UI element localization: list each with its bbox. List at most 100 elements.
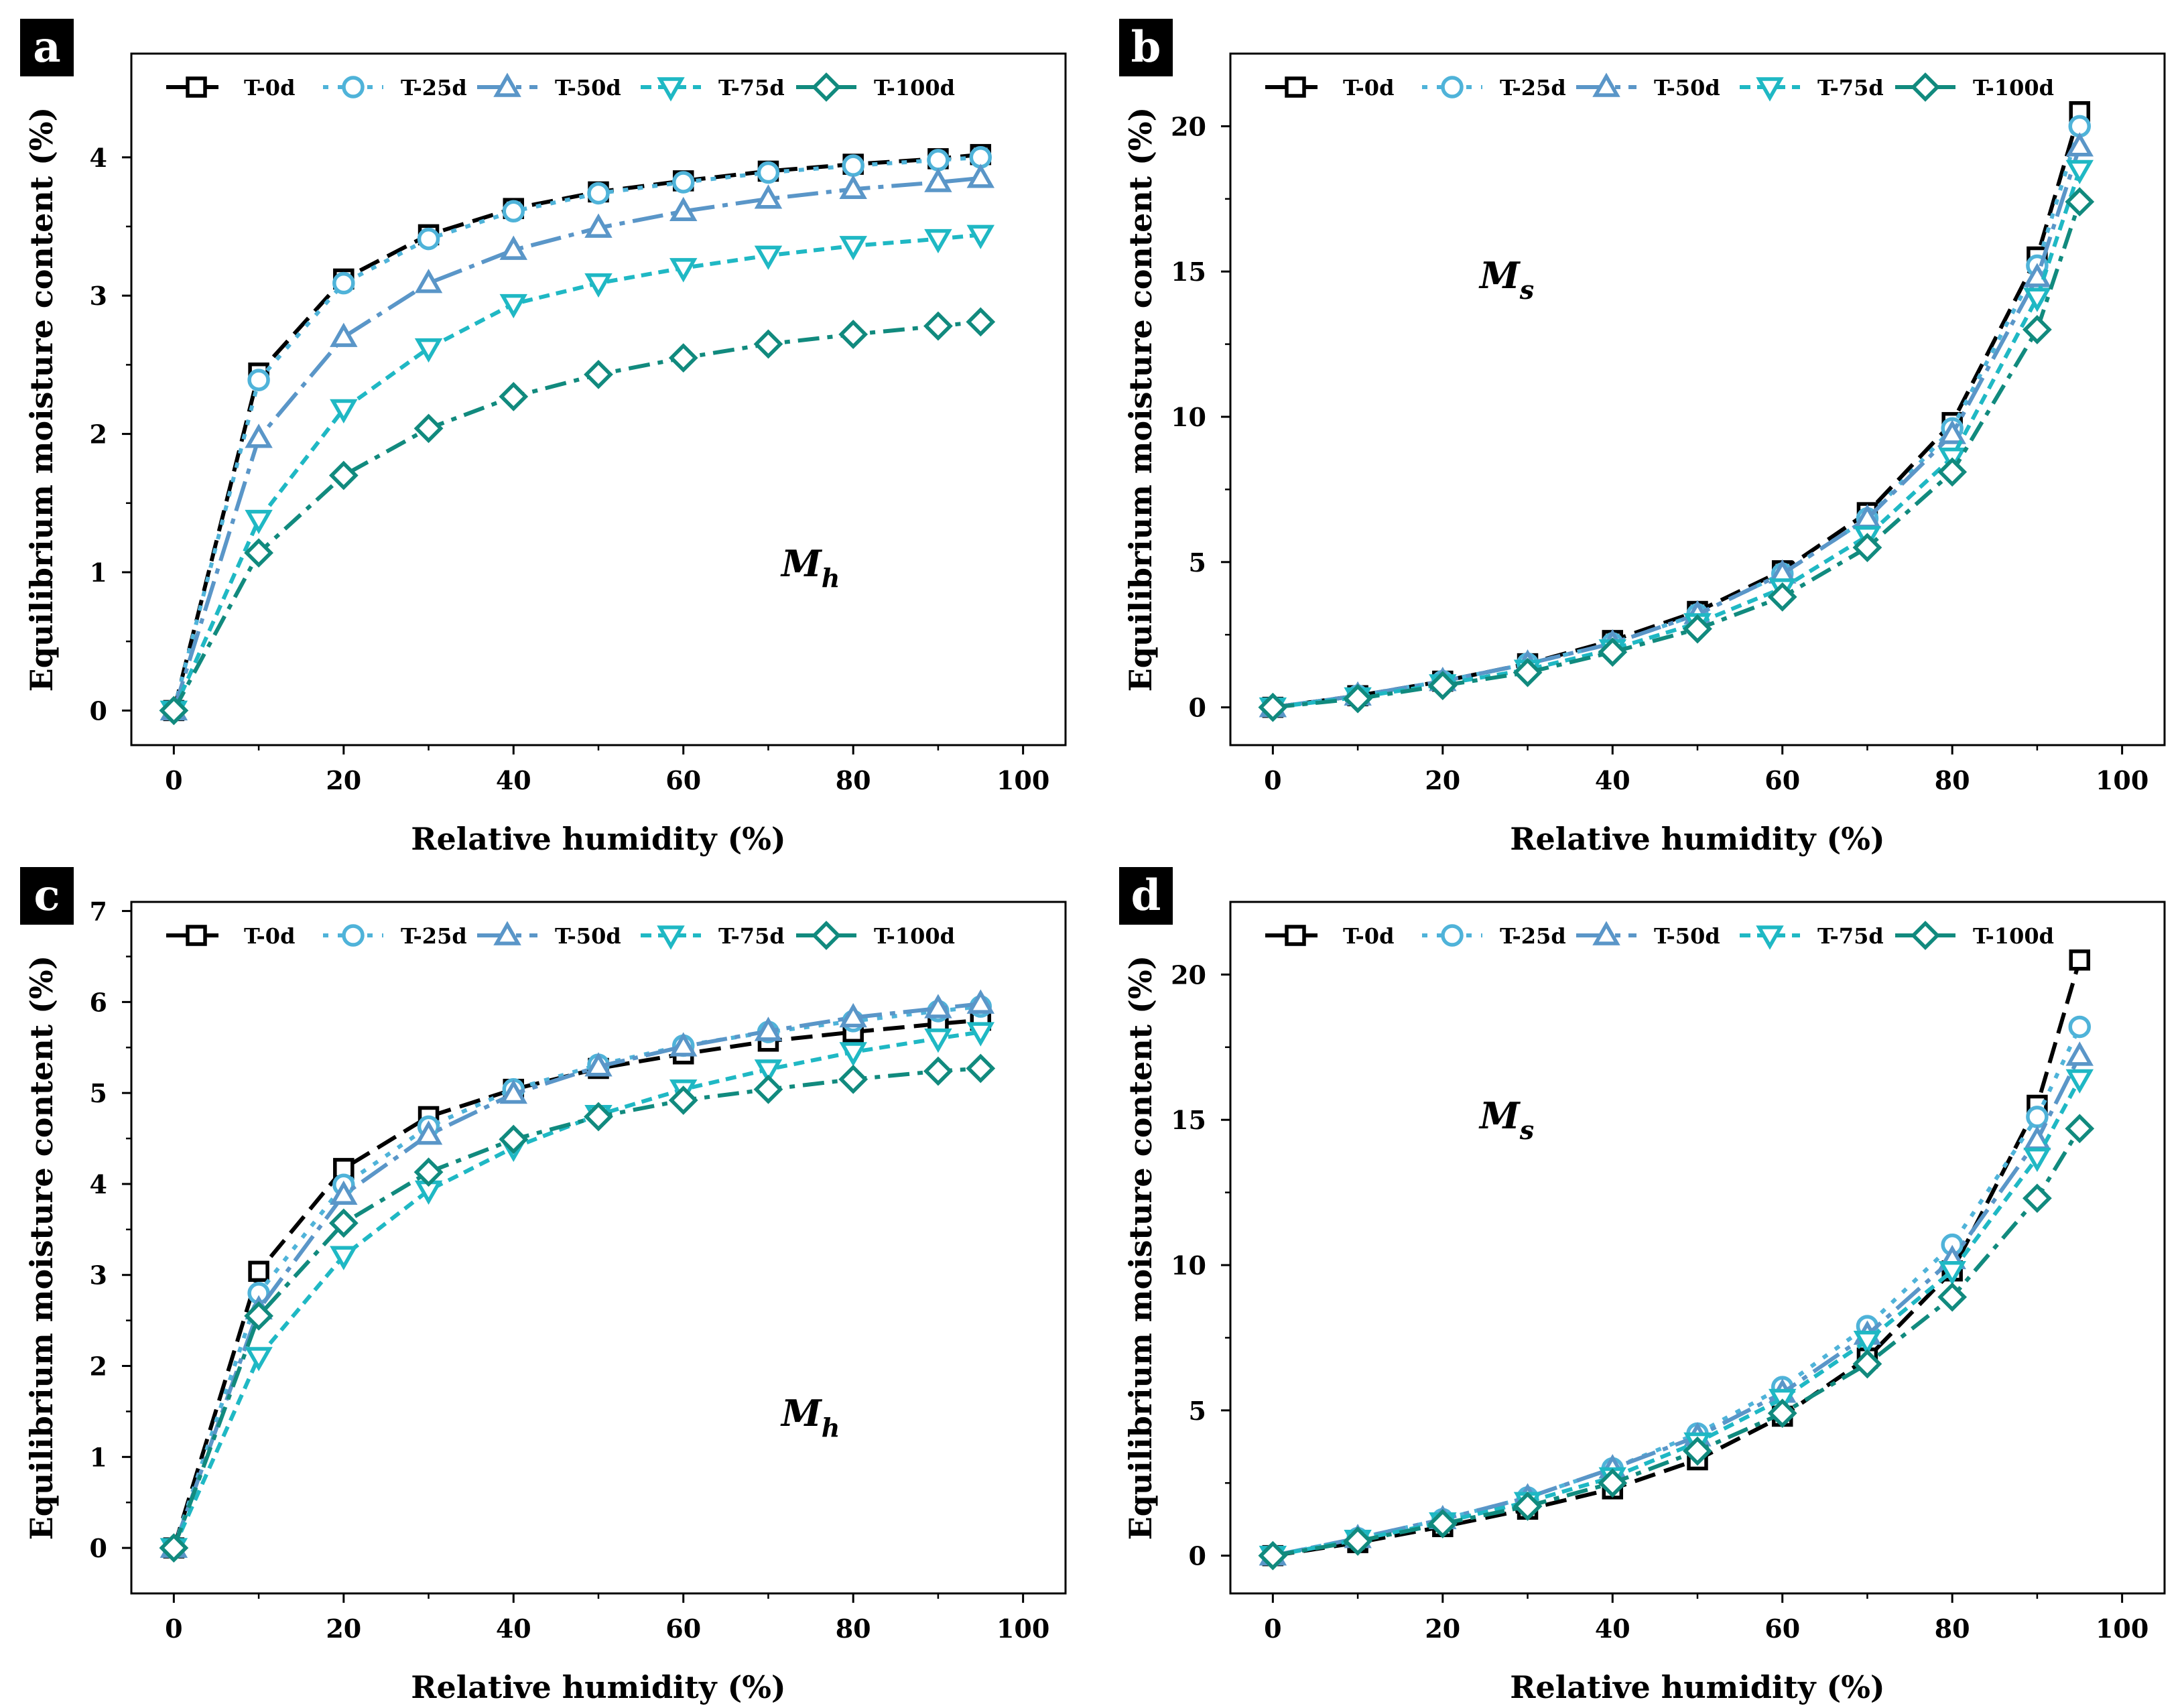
- data-point-T-100d: [1258, 692, 1288, 722]
- legend: T-0d T-25d T-50d T-75d T-100d: [166, 72, 955, 102]
- data-point-T-75d: [754, 1059, 783, 1084]
- legend-marker-T-75d: [1756, 77, 1784, 102]
- data-point-T-100d: [1683, 614, 1712, 644]
- data-point-T-75d: [924, 1028, 952, 1053]
- x-tick-label: 80: [1935, 1614, 1970, 1644]
- data-point-T-100d: [244, 1301, 273, 1331]
- y-axis-title: Equilibrium moisture content (%): [23, 107, 60, 692]
- legend-label-T-100d: T-100d: [1973, 923, 2054, 949]
- data-point-T-100d: [159, 696, 189, 726]
- y-axis-title: Equilibrium moisture content (%): [23, 956, 60, 1540]
- series-line-T-75d: [172, 1030, 981, 1549]
- y-tick-label: 2: [90, 419, 107, 450]
- x-tick-label: 40: [1595, 1614, 1630, 1644]
- series-line-T-100d: [172, 1066, 981, 1549]
- legend: T-0d T-25d T-50d T-75d T-100d: [166, 921, 955, 950]
- data-point-T-100d: [1598, 637, 1628, 667]
- data-point-T-100d: [1513, 657, 1543, 687]
- data-point-T-75d: [414, 338, 443, 363]
- data-point-T-100d: [584, 1102, 613, 1132]
- x-tick-label: 60: [665, 765, 701, 795]
- legend-label-T-0d: T-0d: [244, 923, 295, 949]
- data-point-T-50d: [966, 989, 995, 1014]
- legend-label-T-50d: T-50d: [555, 75, 621, 101]
- legend-marker-T-50d: [1592, 72, 1620, 97]
- data-point-T-50d: [330, 1180, 358, 1205]
- y-tick-label: 20: [1171, 111, 1206, 141]
- y-tick-label: 4: [90, 143, 107, 173]
- data-point-T-50d: [584, 1052, 613, 1077]
- data-point-T-100d: [1258, 1540, 1288, 1571]
- annotation: Mh: [780, 542, 840, 593]
- legend-label-T-100d: T-100d: [874, 75, 955, 101]
- data-point-T-100d: [2022, 1183, 2052, 1213]
- data-point-T-50d: [414, 1120, 443, 1145]
- y-tick-label: 3: [90, 1260, 107, 1291]
- data-point-T-100d: [1343, 683, 1372, 714]
- y-tick-label: 15: [1171, 257, 1206, 287]
- x-tick-label: 40: [496, 1614, 531, 1644]
- series-line-T-0d: [172, 1018, 981, 1549]
- panel-d: 0 20 40 60 80 100 0 5 10 15 20 Relative humidity (%…: [1119, 867, 2166, 1705]
- x-tick-label: 40: [1595, 765, 1630, 795]
- legend-marker-T-75d: [1756, 925, 1784, 950]
- y-tick-label: 0: [1189, 1541, 1206, 1571]
- legend-marker-T-100d: [812, 72, 841, 102]
- legend-label-T-75d: T-75d: [1817, 923, 1884, 949]
- data-point-T-100d: [328, 460, 359, 490]
- data-point-T-100d: [1598, 1468, 1628, 1498]
- legend-marker-T-0d: [186, 76, 207, 98]
- data-point-T-50d: [924, 168, 952, 192]
- legend-marker-T-50d: [1592, 921, 1620, 945]
- data-point-T-50d: [330, 322, 358, 347]
- y-tick-label: 10: [1171, 402, 1206, 432]
- y-tick-label: 5: [90, 1078, 107, 1108]
- legend-label-T-50d: T-50d: [1654, 923, 1720, 949]
- legend-label-T-0d: T-0d: [1343, 75, 1394, 101]
- data-point-T-75d: [1938, 1260, 1966, 1286]
- data-point-T-100d: [1767, 582, 1797, 612]
- data-point-T-50d: [1938, 419, 1966, 444]
- x-tick-label: 60: [1764, 765, 1800, 795]
- legend-marker-T-100d: [1911, 72, 1940, 102]
- legend-label-T-75d: T-75d: [718, 923, 785, 949]
- legend-label-T-50d: T-50d: [1654, 75, 1720, 101]
- data-point-T-100d: [499, 1124, 529, 1155]
- data-point-T-100d: [923, 1056, 953, 1086]
- panel-letter: a: [33, 22, 60, 72]
- y-tick-label: 20: [1171, 960, 1206, 990]
- data-point-T-75d: [2023, 287, 2051, 312]
- x-tick-label: 100: [997, 1614, 1049, 1644]
- legend-marker-T-0d: [1285, 925, 1306, 946]
- data-point-T-0d: [248, 1260, 269, 1283]
- data-point-T-100d: [2022, 315, 2052, 344]
- data-point-T-100d: [1937, 457, 1968, 487]
- annotation: Mh: [780, 1392, 840, 1443]
- legend-marker-T-25d: [342, 924, 365, 947]
- y-tick-label: 5: [1189, 1396, 1206, 1426]
- data-point-T-25d: [842, 154, 864, 177]
- data-point-T-50d: [966, 163, 995, 188]
- data-point-T-50d: [924, 994, 952, 1019]
- data-point-T-100d: [1683, 1436, 1712, 1466]
- x-tick-label: 60: [1764, 1614, 1800, 1644]
- x-tick-label: 100: [997, 765, 1049, 795]
- y-tick-label: 0: [90, 1533, 107, 1563]
- x-tick-label: 0: [165, 1614, 182, 1644]
- data-point-T-50d: [584, 213, 613, 238]
- legend-marker-T-50d: [493, 921, 521, 945]
- data-point-T-100d: [584, 359, 613, 389]
- panel-a: 0 20 40 60 80 100 0 1 2 3 4 Relative humidity (%) Eq…: [20, 19, 1067, 857]
- plot-frame: [130, 901, 1067, 1595]
- legend-marker-T-50d: [493, 72, 521, 97]
- data-point-T-75d: [839, 1042, 867, 1067]
- series-line-T-25d: [172, 1004, 981, 1549]
- data-point-T-25d: [2068, 1015, 2092, 1039]
- data-point-T-75d: [966, 224, 995, 249]
- data-point-T-100d: [1513, 1492, 1543, 1521]
- panel-letter: c: [34, 870, 60, 921]
- series-line-T-50d: [172, 176, 981, 712]
- y-tick-label: 15: [1171, 1105, 1206, 1135]
- data-point-T-50d: [839, 1002, 867, 1028]
- x-tick-label: 20: [1425, 765, 1460, 795]
